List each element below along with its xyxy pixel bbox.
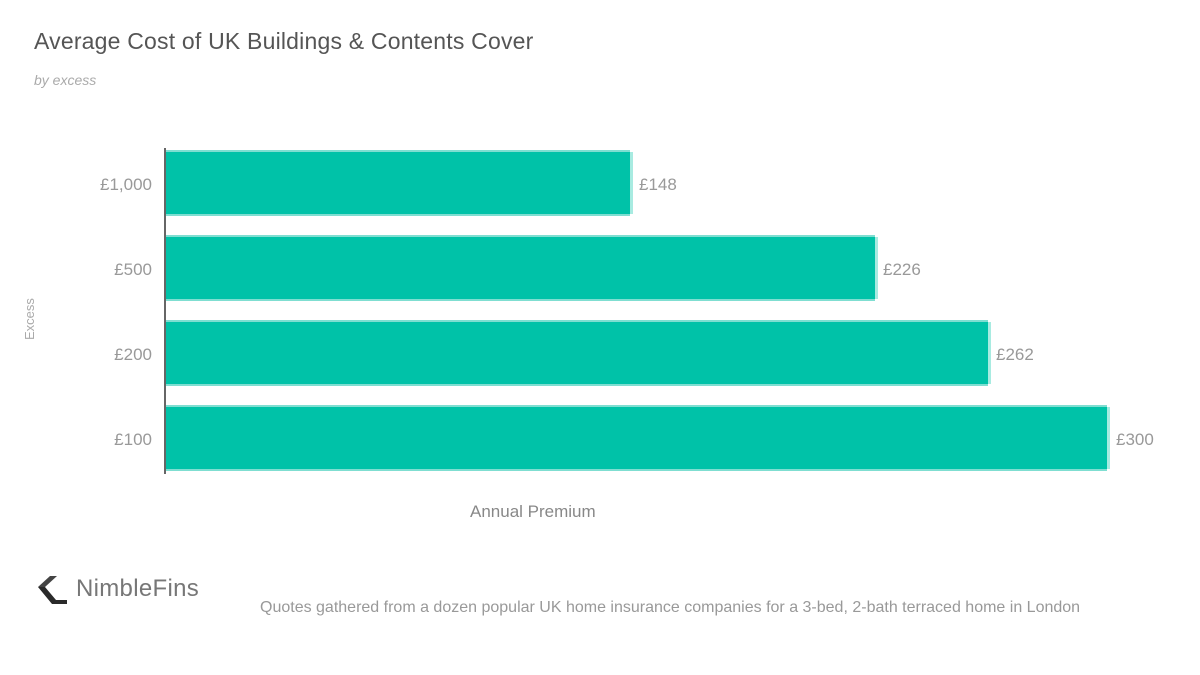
- category-label: £100: [114, 430, 152, 449]
- chart-subtitle: by excess: [34, 72, 97, 88]
- bar: [166, 405, 1110, 471]
- bar: [166, 320, 991, 386]
- category-label: £200: [114, 345, 152, 364]
- bar: [166, 150, 633, 216]
- category-label: £500: [114, 260, 152, 279]
- y-axis-label: Excess: [22, 298, 37, 340]
- bar: [166, 235, 878, 301]
- footnote: Quotes gathered from a dozen popular UK …: [260, 599, 1081, 616]
- chart-title: Average Cost of UK Buildings & Contents …: [34, 28, 534, 54]
- value-label: £148: [639, 175, 677, 194]
- y-axis-line: [164, 148, 166, 474]
- value-label: £300: [1116, 430, 1154, 449]
- x-axis-label: Annual Premium: [470, 502, 596, 521]
- value-label: £226: [883, 260, 921, 279]
- brand-logo: NimbleFins: [34, 574, 199, 604]
- category-label: £1,000: [100, 175, 152, 194]
- chevron-left-logo-icon: [38, 576, 67, 604]
- value-label: £262: [996, 345, 1034, 364]
- brand-name: NimbleFins: [76, 575, 200, 602]
